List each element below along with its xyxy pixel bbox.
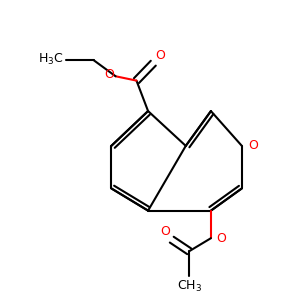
Text: CH$_3$: CH$_3$ xyxy=(177,279,202,295)
Text: O: O xyxy=(216,232,226,245)
Text: O: O xyxy=(156,49,166,62)
Text: O: O xyxy=(160,225,170,238)
Text: H$_3$C: H$_3$C xyxy=(38,52,64,67)
Text: O: O xyxy=(104,68,114,81)
Text: O: O xyxy=(248,140,258,152)
